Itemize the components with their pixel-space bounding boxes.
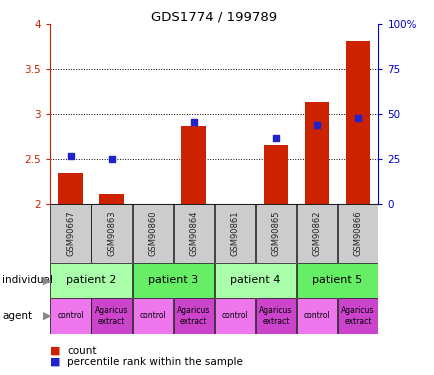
Point [354,115,361,121]
Text: count: count [67,346,97,355]
Bar [255,204,295,262]
Bar [132,298,172,334]
Text: control: control [57,311,84,320]
Text: GSM90860: GSM90860 [148,211,157,256]
Bar [214,204,254,262]
Bar [50,298,90,334]
Point [312,122,319,128]
Bar [337,204,377,262]
Bar [296,262,377,298]
Bar [345,40,369,204]
Text: ▶: ▶ [43,311,51,321]
Point [190,118,197,124]
Bar [132,204,172,262]
Bar [304,102,329,204]
Text: GSM90865: GSM90865 [271,211,279,256]
Text: GSM90863: GSM90863 [107,211,116,256]
Bar [173,298,214,334]
Text: percentile rank within the sample: percentile rank within the sample [67,357,243,367]
Text: Agaricus
extract: Agaricus extract [177,306,210,326]
Bar [132,262,214,298]
Text: GSM90866: GSM90866 [352,211,362,256]
Text: patient 3: patient 3 [148,275,198,285]
Text: agent: agent [2,311,32,321]
Text: individual: individual [2,275,53,285]
Bar [296,204,336,262]
Text: patient 4: patient 4 [230,275,280,285]
Text: Agaricus
extract: Agaricus extract [259,306,292,326]
Bar [99,194,124,204]
Bar [214,262,295,298]
Point [108,156,115,162]
Text: GSM90862: GSM90862 [312,211,321,256]
Text: Agaricus
extract: Agaricus extract [95,306,128,326]
Bar [214,298,254,334]
Text: GSM90864: GSM90864 [189,211,198,256]
Text: ■: ■ [50,357,60,367]
Point [272,135,279,141]
Bar [91,204,132,262]
Bar [255,298,295,334]
Bar [181,126,206,204]
Text: GSM90667: GSM90667 [66,211,75,256]
Text: ■: ■ [50,346,60,355]
Point [67,153,74,159]
Text: patient 5: patient 5 [312,275,362,285]
Bar [263,145,287,204]
Text: GSM90861: GSM90861 [230,211,239,256]
Bar [50,204,90,262]
Text: ▶: ▶ [43,275,51,285]
Text: control: control [139,311,166,320]
Text: Agaricus
extract: Agaricus extract [340,306,374,326]
Bar [337,298,377,334]
Text: control: control [303,311,329,320]
Bar [173,204,214,262]
Text: patient 2: patient 2 [66,275,116,285]
Bar [296,298,336,334]
Title: GDS1774 / 199789: GDS1774 / 199789 [151,10,276,23]
Bar [58,173,82,204]
Bar [91,298,132,334]
Text: control: control [221,311,247,320]
Bar [50,262,132,298]
